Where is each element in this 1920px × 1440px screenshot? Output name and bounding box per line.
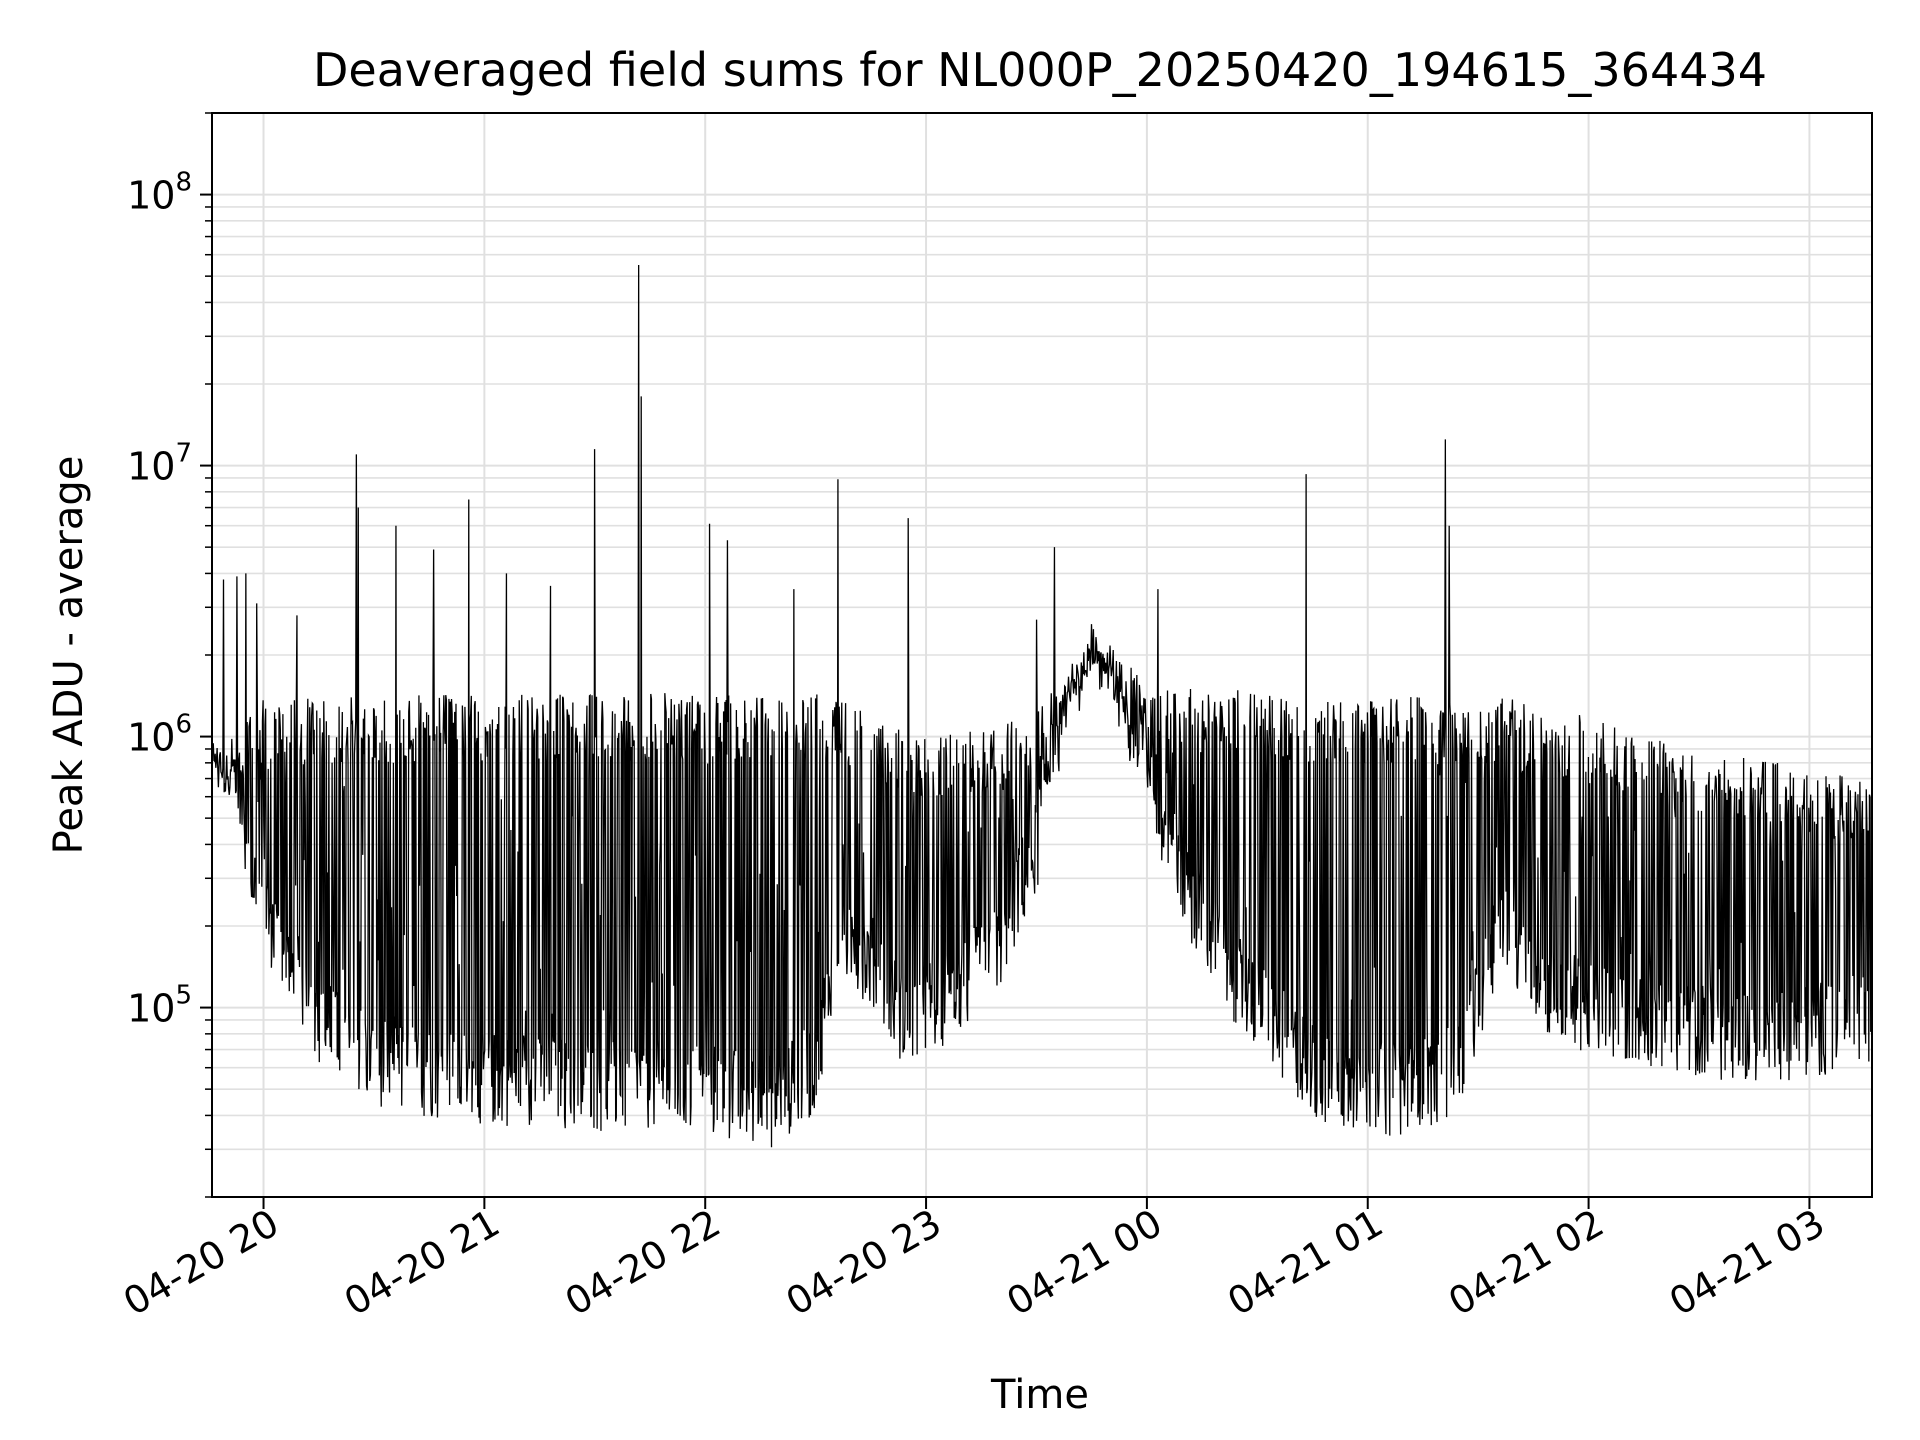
y-tick-label: 105 bbox=[127, 981, 192, 1031]
series-area bbox=[211, 264, 1873, 1148]
chart-title: Deaveraged field sums for NL000P_2025042… bbox=[313, 43, 1767, 97]
grid bbox=[212, 112, 1872, 1198]
y-tick-label: 108 bbox=[127, 168, 192, 218]
series-line bbox=[211, 264, 1873, 1148]
y-axis: 105 106 107 108 bbox=[127, 112, 212, 1198]
y-tick-label: 106 bbox=[127, 710, 192, 760]
x-axis-label: Time bbox=[990, 1372, 1089, 1418]
y-axis-label: Peak ADU - average bbox=[46, 456, 92, 855]
y-tick-label: 107 bbox=[127, 439, 192, 489]
